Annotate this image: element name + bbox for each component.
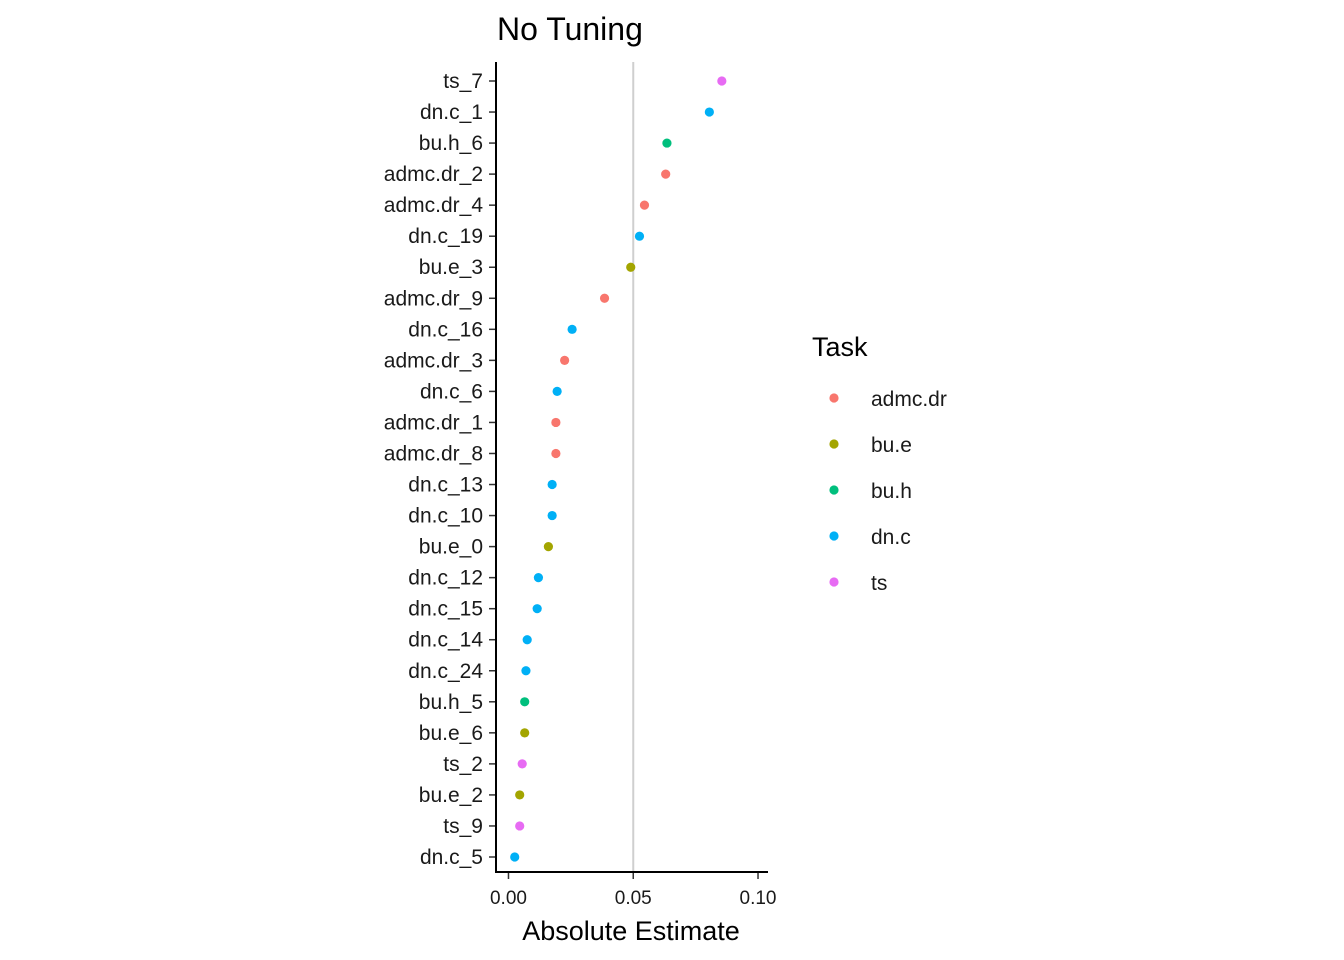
data-point xyxy=(532,604,542,614)
data-point xyxy=(639,200,650,210)
data-point xyxy=(515,790,525,800)
y-tick-label: dn.c_16 xyxy=(408,318,483,341)
y-tick-label: ts_9 xyxy=(443,815,483,838)
plot-area: ts_7 dn.c_1 bu.h_6 admc.dr_2 admc.dr_4 dn.c_1… xyxy=(384,62,777,909)
y-tick-label: admc.dr_2 xyxy=(384,163,483,186)
y-tick-label: admc.dr_8 xyxy=(384,442,483,465)
data-point xyxy=(521,666,531,676)
y-tick-label: dn.c_13 xyxy=(408,474,483,497)
x-tick-label: 0.00 xyxy=(490,888,527,909)
y-tick-label: dn.c_24 xyxy=(408,660,483,683)
data-point xyxy=(552,386,562,396)
data-point xyxy=(533,573,544,583)
data-point xyxy=(510,852,520,862)
y-tick-label: bu.e_2 xyxy=(419,784,483,807)
data-point xyxy=(717,76,727,86)
legend-key xyxy=(829,531,839,541)
legend-label: admc.dr xyxy=(871,388,947,411)
x-tick-label: 0.10 xyxy=(740,888,777,909)
y-tick-label: dn.c_1 xyxy=(420,101,483,124)
y-tick-label: admc.dr_3 xyxy=(384,349,483,372)
data-point xyxy=(547,479,557,490)
x-tick-label: 0.05 xyxy=(615,888,652,909)
data-point xyxy=(599,293,610,303)
y-tick-label: admc.dr_4 xyxy=(384,194,484,217)
y-tick-label: ts_7 xyxy=(443,70,483,93)
data-point xyxy=(662,138,672,148)
y-tick-label: dn.c_6 xyxy=(420,380,483,403)
legend-label: bu.h xyxy=(871,480,912,503)
x-axis-ticks: 0.00 0.05 0.10 xyxy=(490,872,777,909)
data-point xyxy=(515,821,525,831)
chart-title: No Tuning xyxy=(497,11,643,47)
y-tick-label: dn.c_12 xyxy=(408,567,483,590)
points-layer xyxy=(510,76,727,862)
legend-label: dn.c xyxy=(871,526,911,549)
data-point xyxy=(704,107,714,117)
data-point xyxy=(626,262,636,272)
data-point xyxy=(517,759,527,769)
data-point xyxy=(661,169,671,179)
data-point xyxy=(560,355,570,365)
y-axis-ticks: ts_7 dn.c_1 bu.h_6 admc.dr_2 admc.dr_4 dn.c_1… xyxy=(384,70,496,869)
legend-label: ts xyxy=(871,572,887,595)
data-point xyxy=(520,697,530,707)
data-point xyxy=(522,635,532,645)
y-tick-label: dn.c_5 xyxy=(420,846,483,869)
data-point xyxy=(547,510,557,521)
y-tick-label: bu.h_5 xyxy=(419,691,483,714)
legend-key xyxy=(829,485,839,495)
y-tick-label: dn.c_15 xyxy=(408,598,483,621)
y-tick-label: bu.e_3 xyxy=(419,256,483,279)
legend: Task admc.dr bu.e bu.h dn.c ts xyxy=(812,332,947,595)
legend-key xyxy=(829,439,839,449)
y-tick-label: dn.c_19 xyxy=(408,225,483,248)
y-tick-label: admc.dr_9 xyxy=(384,287,483,310)
legend-items: admc.dr bu.e bu.h dn.c ts xyxy=(829,388,947,595)
data-point xyxy=(551,448,561,459)
y-tick-label: bu.h_6 xyxy=(419,132,483,155)
legend-key xyxy=(829,393,839,403)
y-tick-label: bu.e_6 xyxy=(419,722,483,745)
data-point xyxy=(520,728,530,738)
y-tick-label: dn.c_14 xyxy=(408,629,483,652)
data-point xyxy=(567,324,577,334)
x-axis-label: Absolute Estimate xyxy=(522,916,740,946)
data-point xyxy=(551,417,561,428)
legend-title: Task xyxy=(812,332,868,362)
y-tick-label: ts_2 xyxy=(443,753,483,776)
data-point xyxy=(543,542,554,552)
data-point xyxy=(634,231,645,241)
legend-key xyxy=(829,577,839,587)
y-tick-label: dn.c_10 xyxy=(408,505,483,528)
y-tick-label: bu.e_0 xyxy=(419,536,483,559)
legend-label: bu.e xyxy=(871,434,912,457)
y-tick-label: admc.dr_1 xyxy=(384,411,483,434)
